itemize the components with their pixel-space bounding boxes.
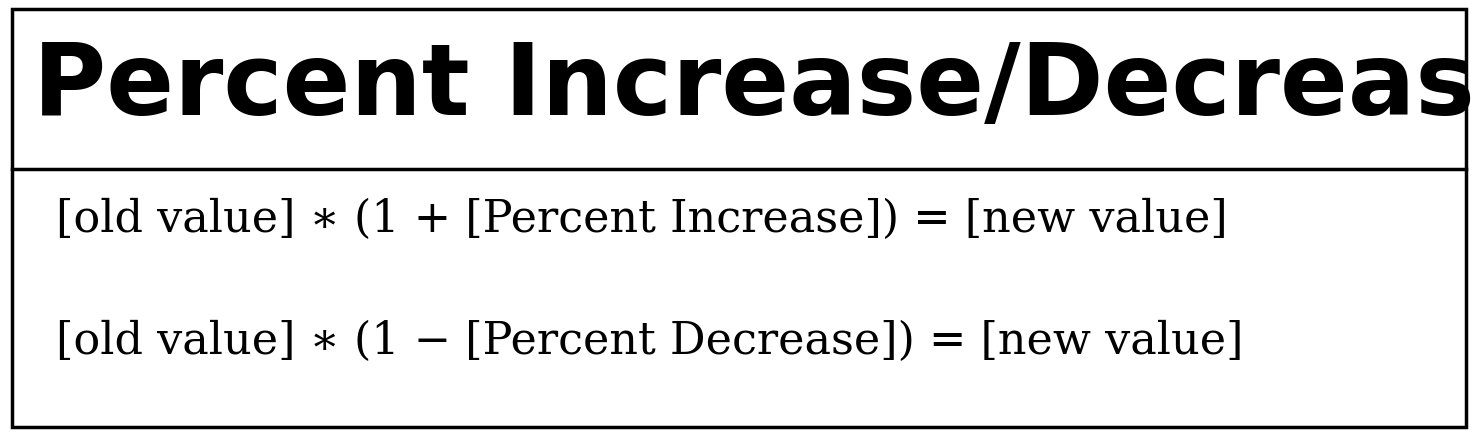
Text: Percent Increase/Decrease: Percent Increase/Decrease (33, 39, 1478, 136)
Text: [old value] ∗ (1 + [Percent Increase]) = [new value]: [old value] ∗ (1 + [Percent Increase]) =… (56, 198, 1228, 240)
Text: [old value] ∗ (1 − [Percent Decrease]) = [new value]: [old value] ∗ (1 − [Percent Decrease]) =… (56, 320, 1243, 363)
